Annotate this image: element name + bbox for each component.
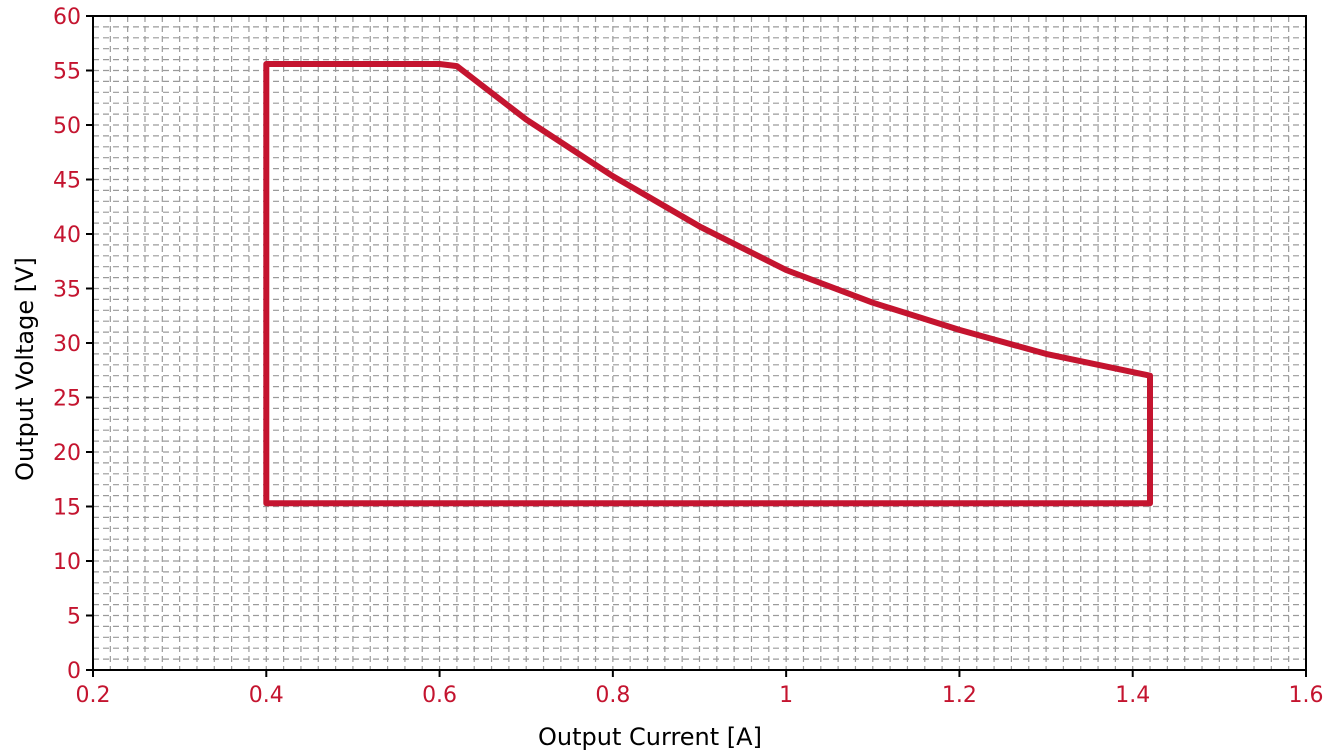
y-tick-label: 45 <box>53 169 81 194</box>
x-tick-label: 1.4 <box>1115 683 1150 708</box>
y-tick-label: 10 <box>53 550 81 575</box>
x-tick-label: 1.2 <box>942 683 977 708</box>
y-axis-title: Output Voltage [V] <box>11 257 39 481</box>
grid-layer <box>93 16 1306 670</box>
y-tick-label: 55 <box>53 60 81 85</box>
y-tick-label: 60 <box>53 5 81 30</box>
y-tick-label: 35 <box>53 278 81 303</box>
series-layer <box>263 61 1153 507</box>
y-tick-label: 20 <box>53 441 81 466</box>
x-axis-title: Output Current [A] <box>538 723 762 751</box>
y-tick-label: 25 <box>53 387 81 412</box>
x-tick-label: 1 <box>779 683 793 708</box>
y-tick-label: 40 <box>53 223 81 248</box>
x-tick-label: 0.8 <box>595 683 630 708</box>
x-tick-label: 1.6 <box>1289 683 1324 708</box>
operating-area-line <box>263 61 1153 507</box>
y-tick-label: 15 <box>53 496 81 521</box>
x-tick-label: 0.4 <box>249 683 284 708</box>
ticks-layer: 0.2 0.4 0.6 0.8 1 1.2 1.4 1.6 0 5 10 15 20 25 30 35 40 45… <box>53 5 1324 708</box>
y-tick-label: 30 <box>53 332 81 357</box>
y-tick-label: 0 <box>67 659 81 684</box>
y-tick-label: 50 <box>53 114 81 139</box>
x-tick-label: 0.2 <box>76 683 111 708</box>
x-tick-label: 0.6 <box>422 683 457 708</box>
y-tick-label: 5 <box>67 605 81 630</box>
